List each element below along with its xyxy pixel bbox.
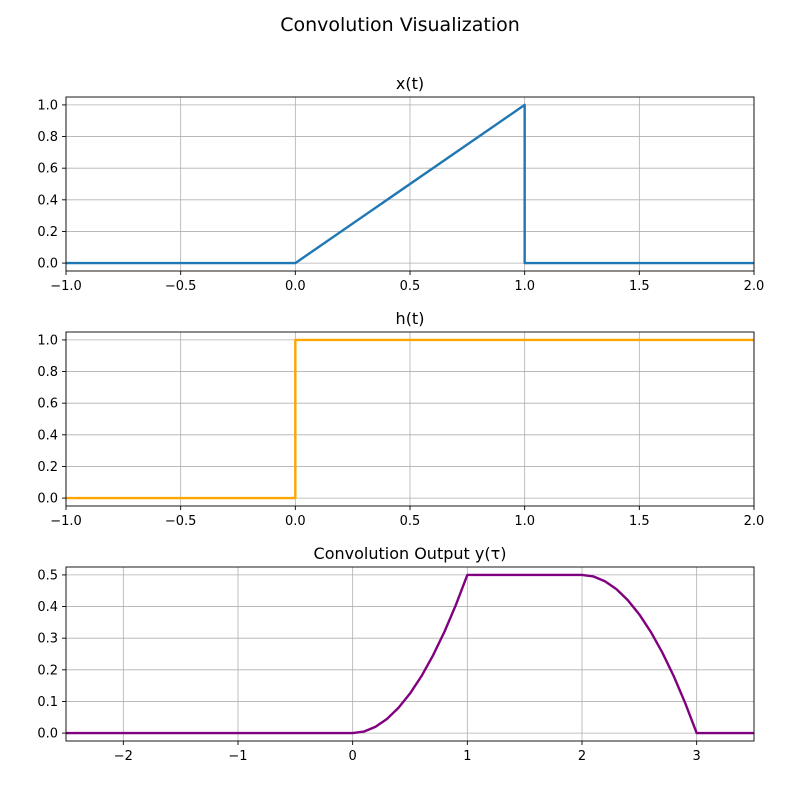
series-line <box>66 338 754 500</box>
subplot-panels: −1.0 −0.5 0.0 0.5 1.0 1.5 2.0 0.0 0.2 0.4 0.6 0.8 1.… <box>37 74 764 764</box>
y-tick-label: 0.6 <box>37 397 58 412</box>
x-tick-label: −1.0 <box>50 514 82 529</box>
y-tick-label: 0.4 <box>37 193 58 208</box>
y-tick-label: 0.2 <box>37 460 58 475</box>
x-tick-label: 2.0 <box>744 279 765 294</box>
y-tick-label: 1.0 <box>37 98 58 113</box>
subplot-title: x(t) <box>396 74 424 93</box>
y-tick-label: 0.8 <box>37 130 58 145</box>
y-tick-label: 0.4 <box>37 428 58 443</box>
x-tick-label: −0.5 <box>165 514 197 529</box>
y-tick-label: 0.8 <box>37 365 58 380</box>
x-tick-label: 0.0 <box>285 514 306 529</box>
x-tick-label: 1 <box>463 749 471 764</box>
x-tick-label: 0.5 <box>400 514 421 529</box>
x-tick-label: 3 <box>693 749 701 764</box>
subplot-1: −1.0 −0.5 0.0 0.5 1.0 1.5 2.0 0.0 0.2 0.4 0.6 0.8 1.… <box>37 74 764 294</box>
subplot-title: h(t) <box>396 309 425 328</box>
y-tick-label: 0.3 <box>37 632 58 647</box>
y-tick-label: 0.1 <box>37 695 58 710</box>
x-tick-label: −1 <box>228 749 247 764</box>
y-tick-label: 0.2 <box>37 225 58 240</box>
x-tick-label: 1.0 <box>514 514 535 529</box>
x-tick-label: 2 <box>578 749 586 764</box>
x-tick-label: −1.0 <box>50 279 82 294</box>
x-tick-label: −0.5 <box>165 279 197 294</box>
subplot-3: −2 −1 0 1 2 3 0.0 0.1 0.2 0.3 0.4 0.5 Convolution Ou… <box>37 544 755 764</box>
y-tick-label: 0.5 <box>37 568 58 583</box>
y-tick-label: 0.0 <box>37 727 58 742</box>
x-tick-label: 1.5 <box>629 514 650 529</box>
x-tick-label: 1.5 <box>629 279 650 294</box>
series-line <box>66 103 754 265</box>
y-tick-label: 0.0 <box>37 492 58 507</box>
subplot-title: Convolution Output y(τ) <box>314 544 507 563</box>
x-tick-label: −2 <box>114 749 133 764</box>
x-tick-label: 0.5 <box>400 279 421 294</box>
figure-title: Convolution Visualization <box>280 14 520 36</box>
x-tick-label: 0 <box>349 749 357 764</box>
x-tick-label: 2.0 <box>744 514 765 529</box>
subplot-2: −1.0 −0.5 0.0 0.5 1.0 1.5 2.0 0.0 0.2 0.4 0.6 0.8 1.… <box>37 309 764 529</box>
x-tick-label: 1.0 <box>514 279 535 294</box>
y-tick-label: 0.2 <box>37 663 58 678</box>
y-tick-label: 0.0 <box>37 257 58 272</box>
series-line <box>66 573 754 735</box>
axes-frame <box>65 566 755 742</box>
y-tick-label: 0.4 <box>37 600 58 615</box>
y-tick-label: 0.6 <box>37 162 58 177</box>
y-tick-label: 1.0 <box>37 333 58 348</box>
x-tick-label: 0.0 <box>285 279 306 294</box>
